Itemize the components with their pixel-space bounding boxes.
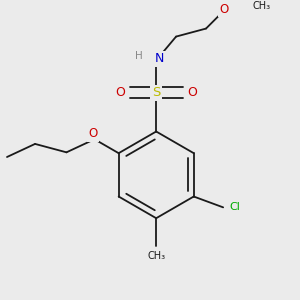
Text: N: N — [155, 52, 165, 65]
Text: O: O — [116, 86, 125, 99]
Text: H: H — [135, 51, 143, 61]
Text: O: O — [88, 127, 98, 140]
Text: CH₃: CH₃ — [253, 1, 271, 11]
Text: O: O — [187, 86, 197, 99]
Text: O: O — [219, 3, 229, 16]
Text: Cl: Cl — [230, 202, 240, 212]
Text: S: S — [152, 86, 160, 99]
Text: CH₃: CH₃ — [147, 251, 165, 261]
